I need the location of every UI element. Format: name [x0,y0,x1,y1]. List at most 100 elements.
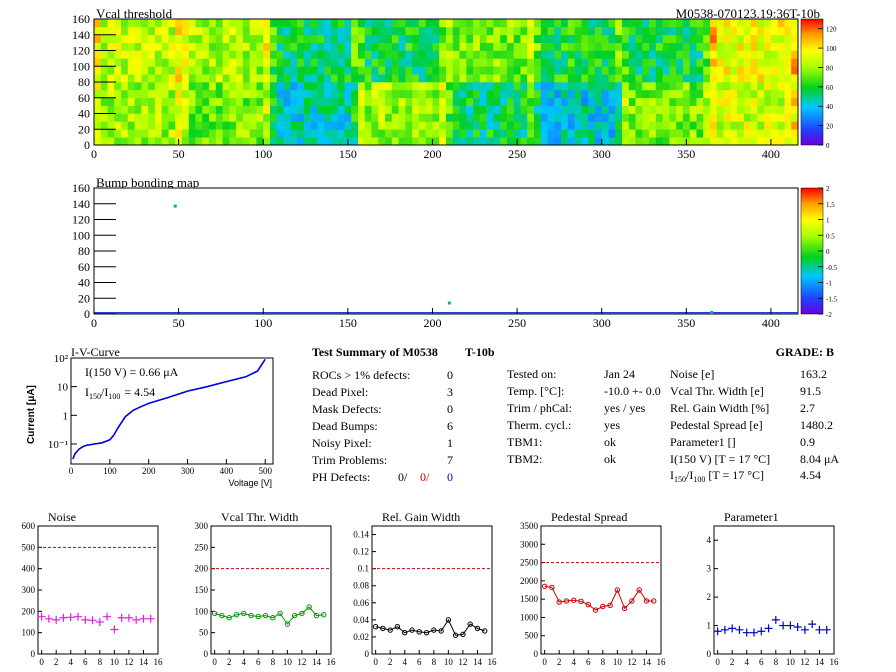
small-plot-point [117,613,126,622]
vcal-map-cell [121,66,129,75]
summary-label: Pedestal Spread [e] [670,418,763,432]
vcal-map-cell [209,58,217,67]
small-plot-title: Rel. Gain Width [382,510,460,524]
vcal-map-cell [439,19,447,28]
vcal-map-cell [107,66,115,75]
vcal-map-cell [432,50,440,59]
vcal-map-cell [276,97,284,106]
vcal-map-cell [391,105,399,114]
vcal-map-cell [770,105,778,114]
vcal-map-cell [344,129,352,138]
vcal-map-cell [588,137,596,146]
small-plot-y-tick-label: 0.06 [353,598,369,608]
vcal-map-cell [581,82,589,91]
vcal-map-cell [737,19,745,28]
vcal-map-cell [479,121,487,130]
vcal-map-cell [324,137,332,146]
vcal-map-cell [757,19,765,28]
vcal-map-cell [479,105,487,114]
vcal-map-cell [527,42,535,51]
vcal-map-cell [628,82,636,91]
vcal-map-cell [242,82,250,91]
vcal-map-cell [263,121,271,130]
vcal-map-cell [581,105,589,114]
map-x-tick-label: 250 [508,147,526,161]
vcal-map-cell [310,19,318,28]
vcal-map-cell [114,97,122,106]
vcal-map-cell [723,50,731,59]
vcal-map-cell [682,50,690,59]
vcal-map-cell [418,66,426,75]
vcal-map-cell [561,26,569,36]
vcal-map-cell [324,105,332,114]
vcal-map-cell [500,137,508,146]
vcal-map-cell [716,26,724,36]
vcal-map-cell [635,66,643,75]
vcal-map-cell [385,19,393,28]
vcal-map-cell [412,89,420,99]
vcal-map-cell [371,113,379,122]
vcal-map-cell [527,105,535,114]
vcal-map-cell [750,89,758,99]
vcal-map-cell [500,89,508,99]
vcal-map-cell [175,26,183,36]
vcal-map-cell [358,34,366,43]
vcal-map-cell [567,74,575,83]
vcal-map-cell [391,19,399,28]
vcal-map-cell [175,42,183,51]
vcal-map-cell [364,74,372,83]
vcal-map-cell [649,26,657,36]
vcal-map-cell [121,74,129,83]
summary-label: Trim Problems: [312,453,387,467]
vcal-map-cell [635,137,643,146]
vcal-map-cell [290,50,298,59]
vcal-map-cell [628,19,636,28]
vcal-map-cell [297,113,305,122]
vcal-map-cell [276,58,284,67]
vcal-map-cell [222,34,230,43]
vcal-map-cell [750,121,758,130]
vcal-map-cell [615,66,623,75]
vcal-map-cell [452,121,460,130]
vcal-map-cell [723,66,731,75]
vcal-map-cell [391,82,399,91]
summary-label: TBM1: [507,435,542,449]
vcal-map-cell [601,19,609,28]
vcal-map-cell [764,97,772,106]
vcal-map-cell [283,26,291,36]
vcal-map-cell [547,113,555,122]
vcal-map-cell [148,42,156,51]
vcal-map-cell [283,113,291,122]
vcal-map-cell [601,58,609,67]
vcal-map-cell [412,121,420,130]
vcal-map-cell [588,58,596,67]
vcal-map-cell [236,74,244,83]
small-plot-point [241,610,247,617]
vcal-map-cell [615,50,623,59]
vcal-map-cell [263,74,271,83]
vcal-map-cell [229,50,237,59]
vcal-map-cell [750,82,758,91]
vcal-map-cell [229,113,237,122]
vcal-map-cell [107,74,115,83]
vcal-map-cell [256,26,264,36]
vcal-map-cell [364,42,372,51]
map-x-tick-label: 200 [423,316,441,330]
vcal-map-cell [770,74,778,83]
vcal-map-cell [710,105,718,114]
vcal-map-cell [757,34,765,43]
vcal-map-cell [195,113,203,122]
vcal-map-cell [459,34,467,43]
vcal-map-cell [642,34,650,43]
vcal-map-cell [608,129,616,138]
vcal-map-cell [567,113,575,122]
vcal-map-cell [364,97,372,106]
vcal-map-cell [344,97,352,106]
small-plot-point [600,603,606,610]
vcal-map-cell [175,34,183,43]
vcal-map-cell [236,97,244,106]
vcal-map-cell [425,89,433,99]
vcal-map-cell [215,50,223,59]
